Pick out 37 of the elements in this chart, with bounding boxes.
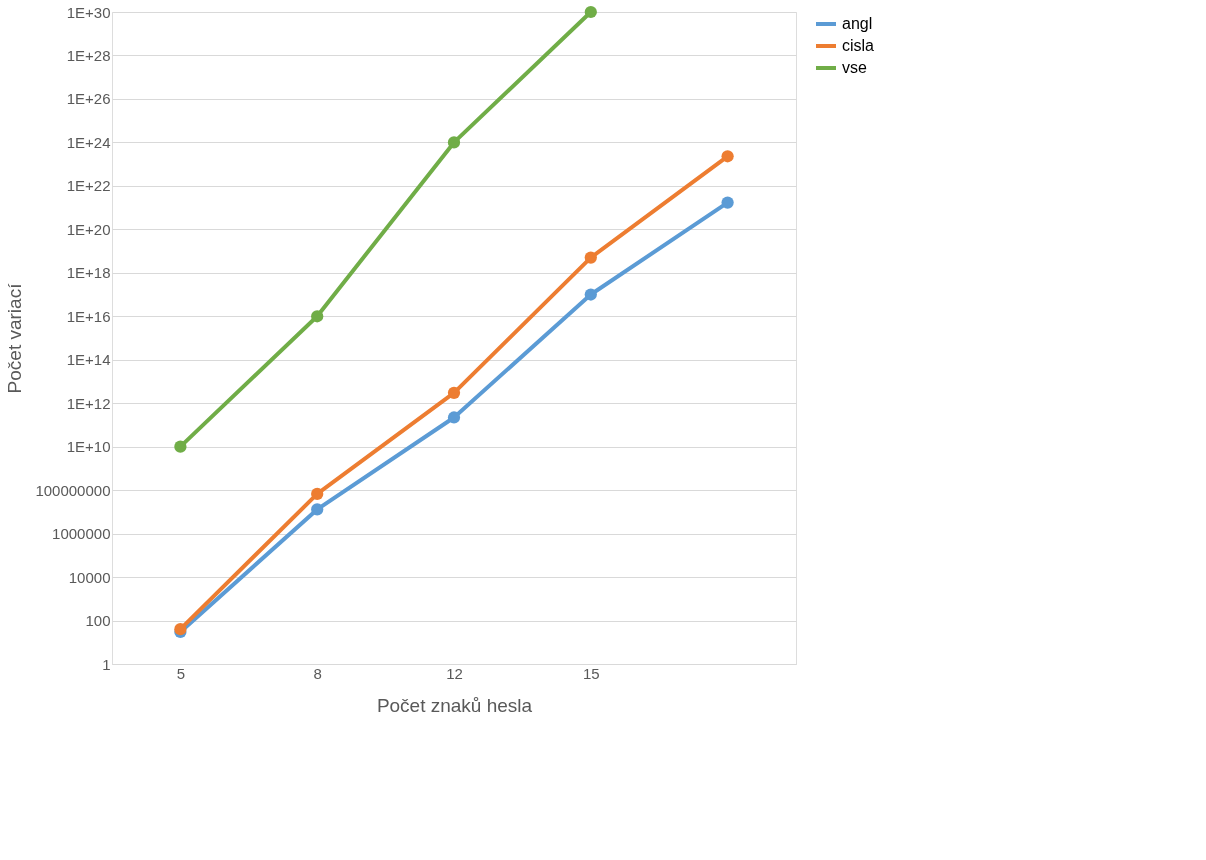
x-tick-label: 8 (313, 664, 322, 682)
legend-label: angl (842, 15, 873, 32)
y-tick-label: 1E+28 (66, 46, 111, 64)
y-tick-label: 1E+24 (66, 133, 111, 151)
x-tick-label: 5 (176, 664, 186, 682)
x-tick-label: 15 (582, 664, 600, 682)
y-tick-label: 10000 (68, 568, 111, 586)
point (311, 487, 324, 501)
y-tick-label: 1000000 (52, 525, 111, 543)
y-tick-label: 1E+12 (66, 394, 111, 412)
y-tick-label: 1E+14 (66, 351, 111, 369)
y-tick-label: 100 (85, 612, 111, 630)
point (721, 196, 734, 209)
y-tick-label: 1E+26 (66, 90, 111, 108)
y-tick-label: 1E+30 (66, 3, 111, 21)
y-axis-title: Počet variací (4, 282, 26, 394)
point (584, 251, 597, 264)
y-tick-label: 1E+10 (66, 438, 111, 456)
point (447, 411, 461, 424)
y-tick-label: 100000000 (35, 481, 111, 499)
y-tick-label: 1 (102, 655, 111, 673)
x-tick-label: 12 (446, 664, 463, 682)
point (721, 150, 734, 163)
point (311, 503, 324, 516)
legend-label: vse (842, 59, 867, 76)
point (584, 288, 597, 301)
point (311, 310, 324, 323)
x-axis-title: Počet znaků hesla (376, 694, 533, 716)
y-tick-label: 1E+18 (66, 264, 111, 282)
y-tick-label: 1E+20 (66, 220, 111, 238)
point (174, 440, 187, 453)
legend-label: cisla (842, 37, 875, 54)
y-tick-label: 1E+16 (66, 307, 111, 325)
point (447, 136, 461, 149)
y-tick-label: 1E+22 (66, 177, 111, 195)
point (584, 5, 597, 19)
point (447, 386, 461, 399)
